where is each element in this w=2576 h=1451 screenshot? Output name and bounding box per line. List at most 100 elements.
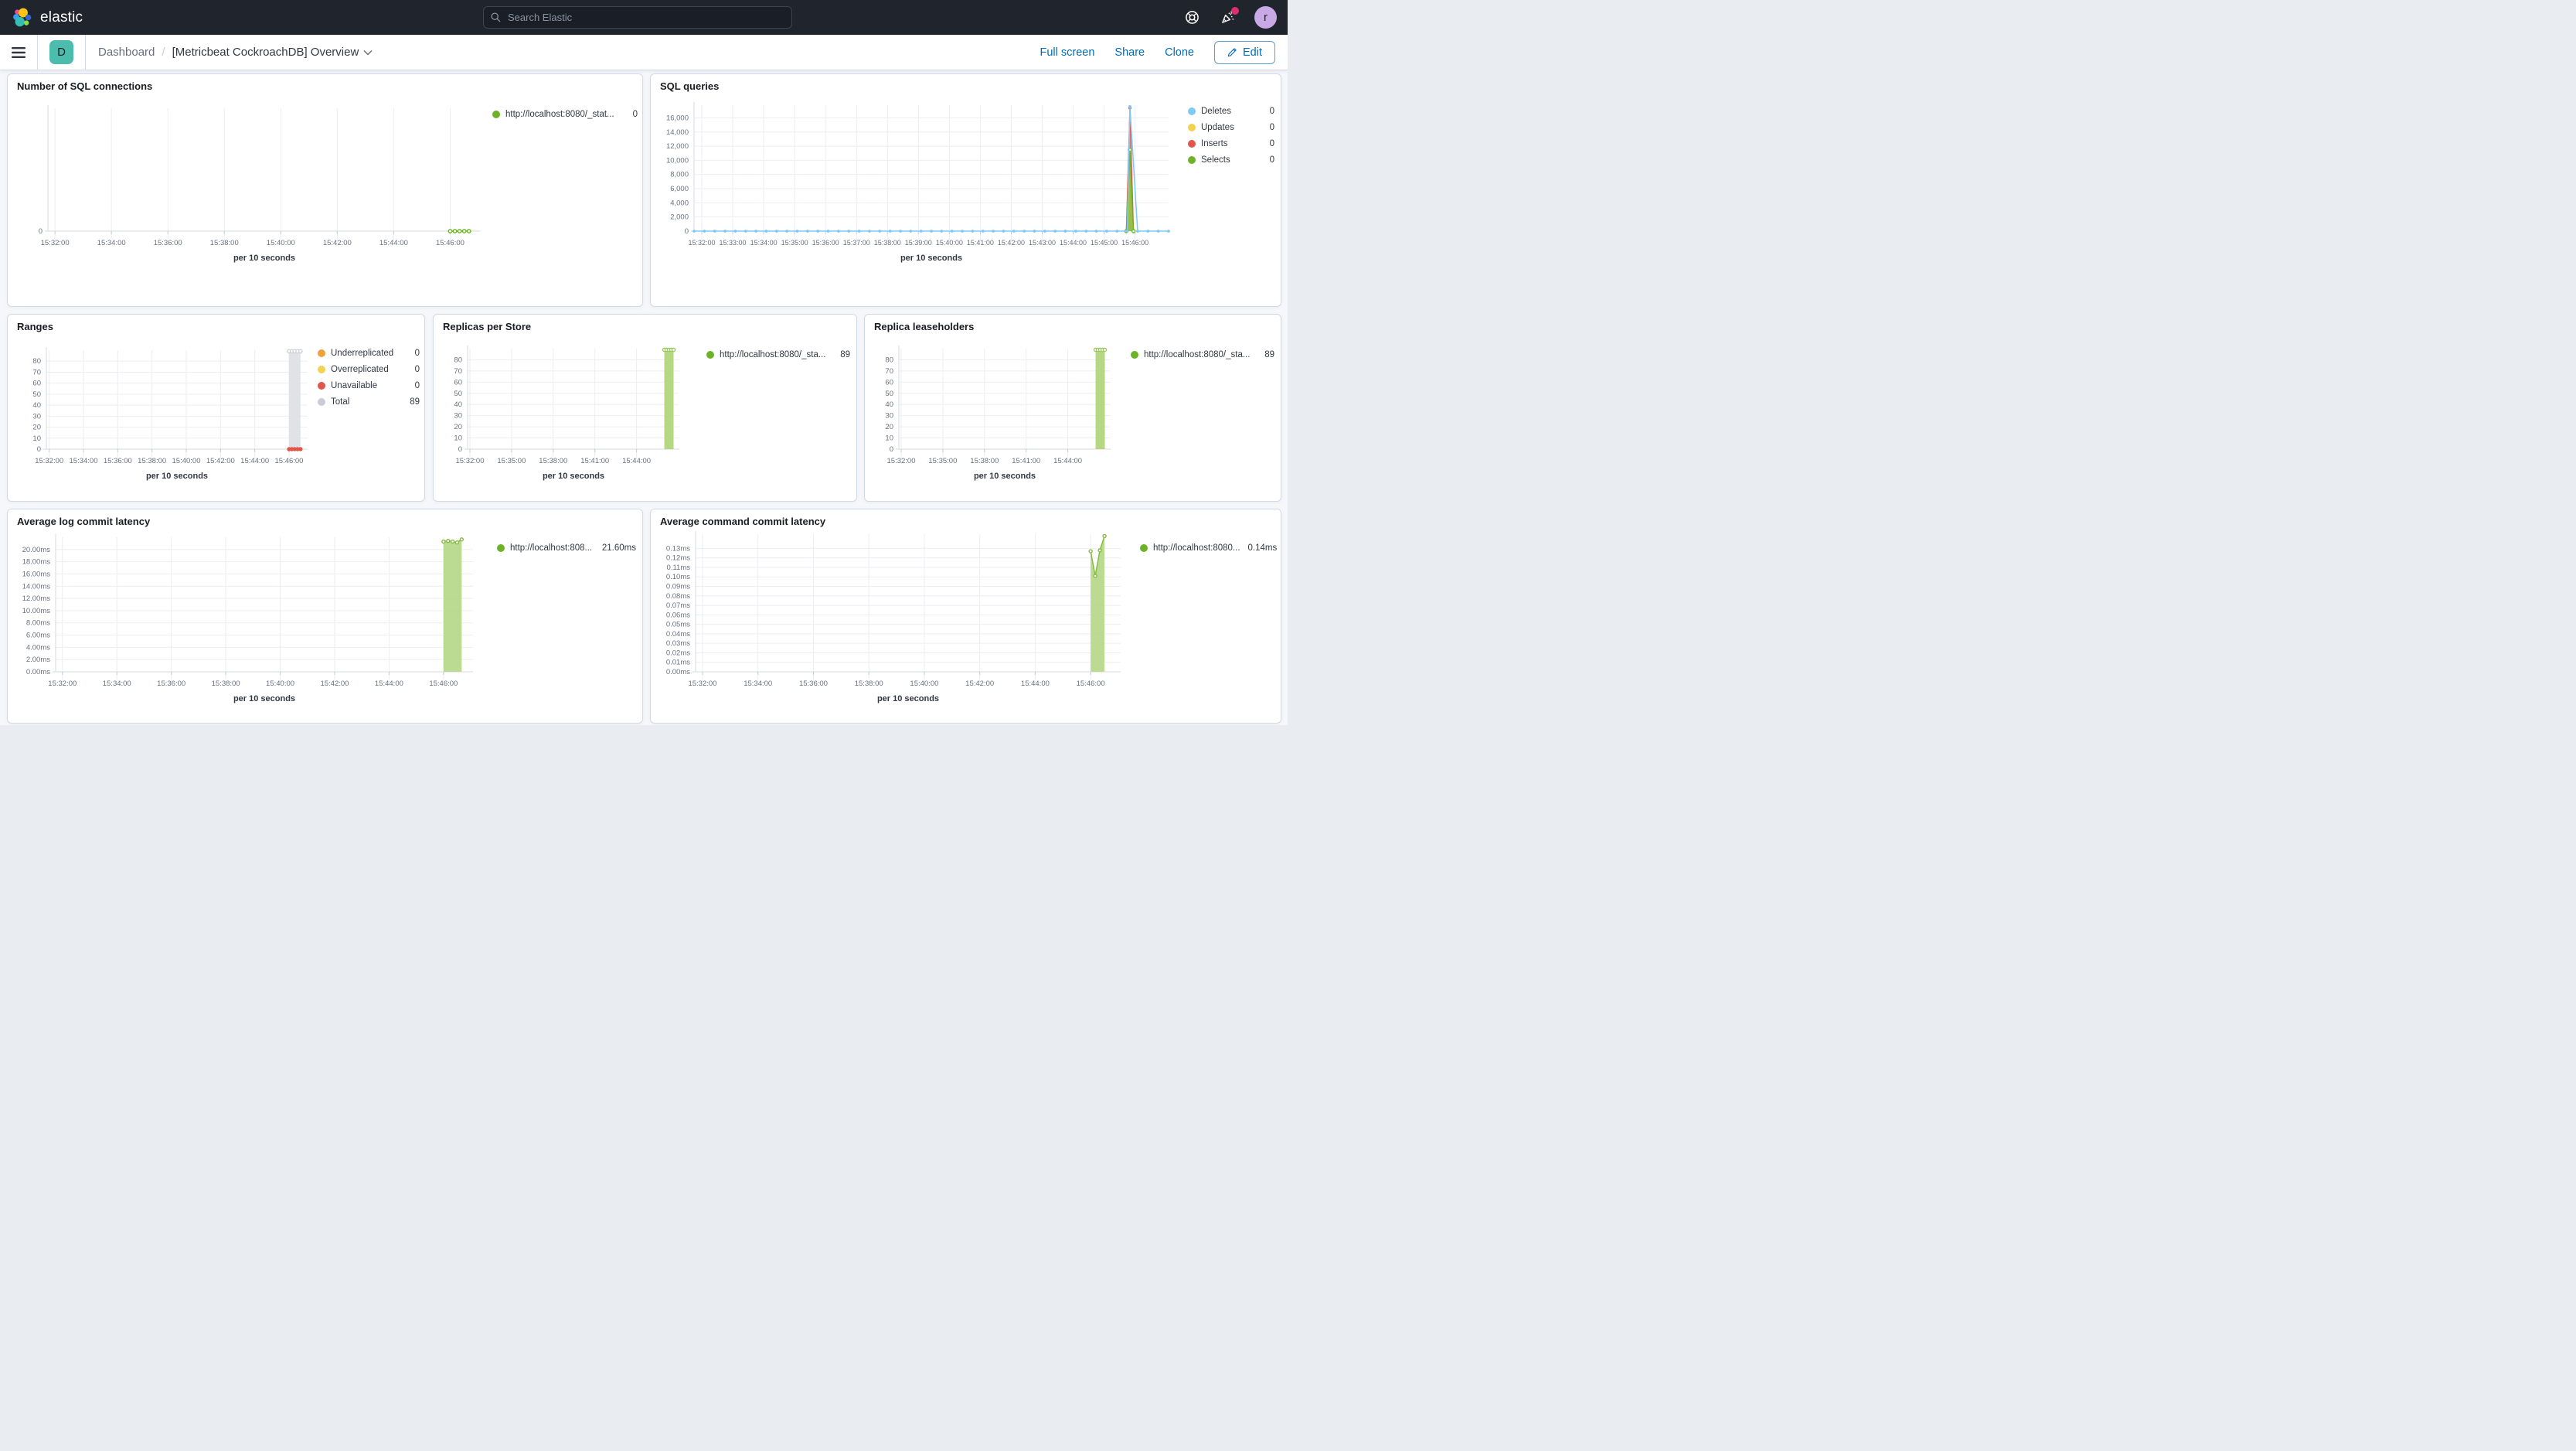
- svg-text:15:38:00: 15:38:00: [138, 457, 166, 465]
- svg-text:15:32:00: 15:32:00: [688, 239, 715, 247]
- legend-item[interactable]: http://localhost:808... 21.60ms: [497, 543, 636, 553]
- panel-average-command-commit-latency: Average command commit latency 15:32:00 1…: [650, 509, 1281, 724]
- svg-text:15:34:00: 15:34:00: [70, 457, 98, 465]
- legend-dot: [1188, 124, 1196, 131]
- svg-text:0.04ms: 0.04ms: [666, 630, 690, 639]
- svg-text:15:32:00: 15:32:00: [688, 680, 716, 688]
- kibana-dashboard-page: elastic: [0, 0, 1288, 725]
- legend-label: Updates: [1201, 123, 1234, 132]
- svg-text:15:34:00: 15:34:00: [750, 239, 778, 247]
- svg-text:0: 0: [890, 445, 893, 454]
- svg-text:50: 50: [32, 390, 41, 399]
- divider: [37, 35, 38, 70]
- legend-item[interactable]: Inserts 0: [1188, 139, 1274, 148]
- legend-value: 21.60ms: [601, 543, 636, 553]
- legend-item[interactable]: Unavailable 0: [318, 381, 420, 390]
- legend-dot: [1188, 107, 1196, 115]
- legend-dot: [1131, 351, 1138, 359]
- legend-item[interactable]: Selects 0: [1188, 155, 1274, 165]
- panel-average-log-commit-latency: Average log commit latency 15:32:00 15:34…: [7, 509, 643, 724]
- legend-item[interactable]: Overreplicated 0: [318, 365, 420, 374]
- news-feed-button[interactable]: [1219, 6, 1239, 26]
- chevron-down-icon: [363, 49, 373, 56]
- svg-text:0.09ms: 0.09ms: [666, 583, 690, 591]
- edit-button[interactable]: Edit: [1214, 40, 1275, 64]
- legend-item[interactable]: Total 89: [318, 397, 420, 407]
- legend-dot: [497, 544, 505, 552]
- svg-text:12,000: 12,000: [666, 142, 689, 151]
- legend-label: Inserts: [1201, 139, 1228, 148]
- divider: [85, 35, 86, 70]
- svg-text:80: 80: [32, 357, 41, 366]
- chart-replica-leaseholders[interactable]: 15:32:00 15:35:00 15:38:00 15:41:00 15:44:00…: [865, 315, 1135, 506]
- chart-avg-log-commit-latency[interactable]: 15:32:00 15:34:00 15:36:00 15:38:00 15:40:00…: [8, 509, 490, 725]
- svg-text:0.13ms: 0.13ms: [666, 544, 690, 553]
- chart-ranges[interactable]: 15:32:00 15:34:00 15:36:00 15:38:00 15:40:00…: [8, 315, 315, 506]
- legend-item[interactable]: http://localhost:8080/_sta... 89: [706, 350, 850, 359]
- chart-replicas-per-store[interactable]: 15:32:00 15:35:00 15:38:00 15:41:00 15:44:00…: [434, 315, 704, 506]
- party-popper-icon: [1221, 11, 1234, 23]
- legend-label: http://localhost:8080...: [1153, 543, 1240, 553]
- svg-text:15:42:00: 15:42:00: [965, 680, 994, 688]
- svg-text:per 10 seconds: per 10 seconds: [877, 694, 939, 703]
- legend-value: 89: [840, 350, 850, 359]
- legend-item[interactable]: Deletes 0: [1188, 107, 1274, 116]
- global-search-bar[interactable]: [483, 6, 792, 29]
- svg-text:15:43:00: 15:43:00: [1029, 239, 1056, 247]
- svg-text:0: 0: [39, 227, 43, 236]
- panel-title: SQL queries: [660, 80, 720, 92]
- breadcrumb-dashboard-link[interactable]: Dashboard: [98, 46, 155, 59]
- legend-dot: [1188, 140, 1196, 148]
- svg-text:15:35:00: 15:35:00: [928, 457, 957, 465]
- chart-sql-queries[interactable]: 15:32:00 15:33:00 15:34:00 15:35:00 15:36:00…: [651, 74, 1184, 312]
- legend-dot: [1188, 156, 1196, 164]
- share-button[interactable]: Share: [1114, 46, 1145, 59]
- dashboard-grid: Number of SQL connections 15:32:00 15:34:…: [0, 70, 1288, 725]
- legend-item[interactable]: http://localhost:8080/_stat... 0: [492, 110, 638, 119]
- legend-item[interactable]: http://localhost:8080... 0.14ms: [1140, 543, 1277, 553]
- svg-text:6.00ms: 6.00ms: [26, 632, 50, 640]
- legend-value: 0: [414, 381, 420, 390]
- edit-button-label: Edit: [1243, 46, 1262, 59]
- svg-text:15:32:00: 15:32:00: [48, 680, 77, 688]
- legend-item[interactable]: http://localhost:8080/_sta... 89: [1131, 350, 1274, 359]
- help-button[interactable]: [1183, 9, 1200, 26]
- svg-text:20: 20: [885, 423, 893, 431]
- legend-item[interactable]: Underreplicated 0: [318, 349, 420, 358]
- chart-sql-connections[interactable]: 15:32:00 15:34:00 15:36:00 15:38:00 15:40:00…: [8, 74, 488, 312]
- svg-text:10,000: 10,000: [666, 156, 689, 165]
- svg-text:0.07ms: 0.07ms: [666, 601, 690, 610]
- svg-text:0.01ms: 0.01ms: [666, 659, 690, 667]
- app-badge-letter: D: [57, 46, 66, 59]
- svg-text:15:38:00: 15:38:00: [874, 239, 901, 247]
- panel-ranges: Ranges 15:32:00 15:34:00 15:36:00 15:38:00 1…: [7, 314, 425, 502]
- elastic-logo[interactable]: elastic: [11, 6, 83, 29]
- user-avatar[interactable]: r: [1254, 6, 1277, 29]
- dashboard-app-badge[interactable]: D: [49, 40, 73, 64]
- chart-avg-command-commit-latency[interactable]: 15:32:00 15:34:00 15:36:00 15:38:00 15:40:00…: [651, 509, 1133, 725]
- svg-text:15:41:00: 15:41:00: [1012, 457, 1040, 465]
- svg-text:per 10 seconds: per 10 seconds: [146, 472, 208, 481]
- svg-text:50: 50: [454, 390, 462, 398]
- legend-label: Overreplicated: [331, 365, 389, 374]
- panel-replica-leaseholders: Replica leaseholders 15:32:00 15:35:00 15:…: [864, 314, 1281, 502]
- search-input[interactable]: [506, 11, 784, 24]
- clone-button[interactable]: Clone: [1165, 46, 1194, 59]
- svg-text:30: 30: [454, 412, 462, 421]
- svg-text:15:41:00: 15:41:00: [967, 239, 994, 247]
- panel-title: Number of SQL connections: [17, 80, 153, 92]
- chart-legend: http://localhost:808... 21.60ms: [497, 543, 636, 553]
- svg-text:15:41:00: 15:41:00: [580, 457, 609, 465]
- full-screen-button[interactable]: Full screen: [1040, 46, 1095, 59]
- svg-text:15:32:00: 15:32:00: [887, 457, 916, 465]
- breadcrumb-current-title[interactable]: [Metricbeat CockroachDB] Overview: [172, 46, 373, 59]
- svg-text:15:44:00: 15:44:00: [240, 457, 269, 465]
- legend-item[interactable]: Updates 0: [1188, 123, 1274, 132]
- svg-text:60: 60: [32, 380, 41, 388]
- svg-text:30: 30: [885, 412, 893, 421]
- svg-text:2,000: 2,000: [670, 213, 689, 222]
- svg-text:60: 60: [885, 378, 893, 387]
- menu-button[interactable]: [0, 35, 37, 70]
- svg-text:15:40:00: 15:40:00: [266, 680, 294, 688]
- svg-text:15:39:00: 15:39:00: [905, 239, 932, 247]
